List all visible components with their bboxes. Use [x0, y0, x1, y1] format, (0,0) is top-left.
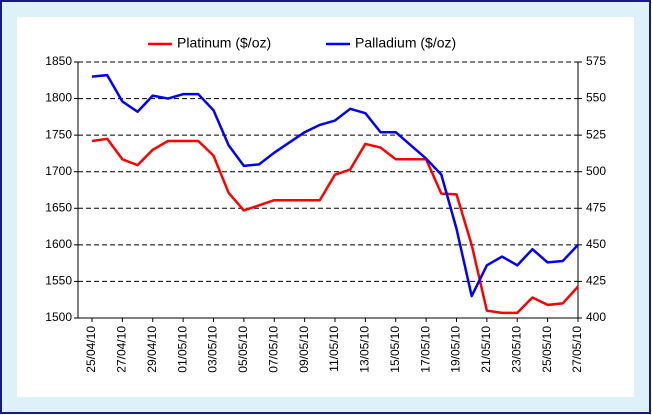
y2-tick-label: 425 — [586, 274, 606, 288]
x-tick-label: 13/05/10 — [358, 326, 372, 373]
y-tick-label: 1800 — [45, 91, 72, 105]
y2-tick-label: 550 — [586, 91, 606, 105]
x-tick-label: 15/05/10 — [388, 326, 402, 373]
y2-tick-label: 575 — [586, 54, 606, 68]
x-tick-label: 27/05/10 — [570, 326, 584, 373]
x-tick-label: 09/05/10 — [297, 326, 311, 373]
x-tick-label: 01/05/10 — [175, 326, 189, 373]
line — [91, 73, 579, 298]
line — [91, 137, 579, 315]
x-tick-label: 11/05/10 — [327, 326, 341, 372]
x-tick-label: 29/04/10 — [145, 326, 159, 373]
x-tick-label: 03/05/10 — [206, 326, 220, 373]
x-tick-label: 17/05/10 — [418, 326, 432, 373]
y-tick-label: 1700 — [45, 164, 72, 178]
legend-bg — [142, 34, 492, 56]
x-tick-label: 21/05/10 — [479, 326, 493, 373]
y-tick-label: 1600 — [45, 237, 72, 251]
y2-tick-label: 500 — [586, 164, 606, 178]
x-tick-label: 19/05/10 — [449, 326, 463, 373]
chart-area — [17, 17, 634, 397]
y2-tick-label: 450 — [586, 237, 606, 251]
y-tick-label: 1550 — [45, 274, 72, 288]
legend-label: Palladium ($/oz) — [355, 35, 456, 51]
x-tick-label: 07/05/10 — [266, 326, 280, 373]
x-tick-label: 25/05/10 — [540, 326, 554, 373]
y-tick-label: 1750 — [45, 127, 72, 141]
y-tick-label: 1850 — [45, 54, 72, 68]
x-tick-label: 23/05/10 — [509, 326, 523, 373]
legend-label: Platinum ($/oz) — [177, 35, 271, 51]
x-tick-label: 25/04/10 — [84, 326, 98, 373]
x-tick-label: 05/05/10 — [236, 326, 250, 373]
y-tick-label: 1650 — [45, 200, 72, 214]
y2-tick-label: 400 — [586, 310, 606, 324]
x-tick-label: 27/04/10 — [115, 326, 129, 373]
y-tick-label: 1500 — [45, 310, 72, 324]
y2-tick-label: 475 — [586, 200, 606, 214]
y2-tick-label: 525 — [586, 127, 606, 141]
